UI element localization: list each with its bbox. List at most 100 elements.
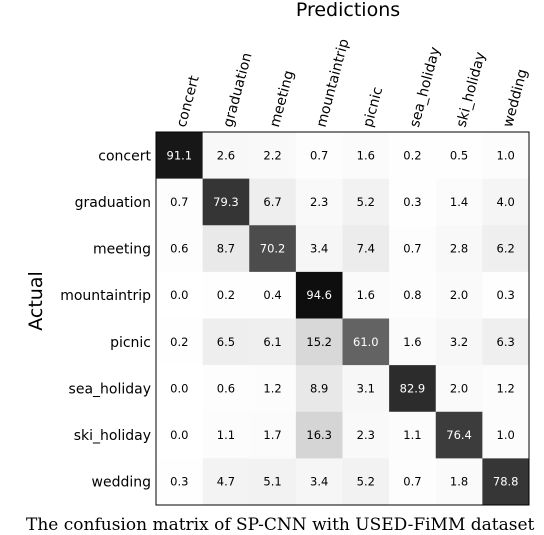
heatmap-cell (342, 271, 390, 319)
heatmap-cell (389, 318, 437, 366)
heatmap-cell (389, 458, 437, 506)
cell-value-label: 1.7 (263, 428, 281, 442)
heatmap-cell (482, 411, 530, 459)
cell-value-label: 1.2 (497, 381, 515, 395)
heatmap-cell (389, 225, 437, 273)
heatmap-cell (295, 225, 343, 273)
column-label: meeting (267, 69, 297, 129)
cell-value-label: 1.6 (403, 335, 421, 349)
cell-value-label: 16.3 (306, 428, 332, 442)
row-label: meeting (93, 242, 151, 258)
heatmap-cell (156, 365, 203, 413)
row-label: wedding (92, 475, 152, 491)
cell-value-label: 3.4 (310, 475, 328, 489)
heatmap-cell (202, 271, 250, 319)
cell-value-label: 4.0 (497, 195, 515, 209)
cell-value-label: 6.1 (263, 335, 281, 349)
cell-value-label: 2.6 (217, 148, 235, 162)
heatmap-cell (389, 132, 437, 179)
heatmap-cell (202, 318, 250, 366)
cell-value-label: 3.1 (357, 381, 375, 395)
cell-value-label: 61.0 (353, 335, 379, 349)
heatmap-cell (202, 411, 250, 459)
heatmap-cell (389, 271, 437, 319)
cell-value-label: 8.7 (217, 242, 235, 256)
heatmap-cell (342, 365, 390, 413)
heatmap-cell (389, 178, 437, 226)
cell-value-label: 94.6 (306, 288, 332, 302)
cell-value-label: 8.9 (310, 381, 328, 395)
cell-value-label: 5.2 (357, 475, 375, 489)
cell-value-label: 6.2 (497, 242, 515, 256)
cell-value-label: 0.3 (170, 475, 188, 489)
heatmap-cell (249, 225, 297, 273)
cell-value-label: 0.4 (263, 288, 281, 302)
cell-value-label: 0.7 (403, 475, 421, 489)
heatmap-cell (156, 411, 203, 459)
cell-value-label: 2.3 (357, 428, 375, 442)
heatmap-cell (435, 365, 483, 413)
heatmap-cell (202, 225, 250, 273)
cell-value-label: 7.4 (357, 242, 375, 256)
heatmap-cell (435, 132, 483, 179)
row-label: mountaintrip (60, 288, 151, 304)
heatmap-cell (249, 178, 297, 226)
heatmap-cell (342, 458, 390, 506)
cell-value-label: 0.7 (170, 195, 188, 209)
heatmap-cell (249, 318, 297, 366)
cell-value-label: 2.0 (450, 381, 468, 395)
cell-value-label: 0.2 (403, 148, 421, 162)
cell-value-label: 0.2 (170, 335, 188, 349)
heatmap-cell (156, 132, 203, 179)
heatmap-cell (249, 271, 297, 319)
chart-title: Predictions (296, 0, 400, 21)
row-labels: concert graduation meeting mountaintrip picn… (60, 148, 151, 490)
heatmap-cell (295, 365, 343, 413)
cell-value-label: 3.2 (450, 335, 468, 349)
cell-value-label: 0.0 (170, 428, 188, 442)
cell-value-label: 1.1 (217, 428, 235, 442)
heatmap-cell (342, 411, 390, 459)
heatmap-cell (482, 318, 530, 366)
cell-value-label: 6.5 (217, 335, 235, 349)
heatmap-cell (435, 271, 483, 319)
column-label: mountaintrip (314, 37, 353, 129)
cell-value-label: 2.2 (263, 148, 281, 162)
heatmap-cell (482, 225, 530, 273)
cell-value-label: 2.8 (450, 242, 468, 256)
cell-value-label: 1.8 (450, 475, 468, 489)
cell-value-label: 1.0 (497, 428, 515, 442)
heatmap-cell (435, 458, 483, 506)
cell-value-label: 0.3 (497, 288, 515, 302)
heatmap-cell (342, 318, 390, 366)
heatmap-cell (435, 178, 483, 226)
matrix-frame (155, 131, 530, 506)
cell-value-label: 2.0 (450, 288, 468, 302)
cell-value-label: 15.2 (306, 335, 332, 349)
row-label: graduation (75, 195, 151, 211)
cell-value-label: 6.7 (263, 195, 281, 209)
heatmap-cell (342, 225, 390, 273)
heatmap-cell (435, 318, 483, 366)
cell-value-label: 0.6 (170, 242, 188, 256)
heatmap-cell (482, 271, 530, 319)
cell-value-label: 6.3 (497, 335, 515, 349)
column-label: picnic (360, 85, 386, 129)
heatmap-cell (156, 318, 203, 366)
column-label: ski_holiday (453, 50, 488, 129)
cell-value-label: 82.9 (400, 381, 426, 395)
heatmap-cell (389, 365, 437, 413)
column-label: graduation (220, 51, 255, 129)
cell-value-label: 3.4 (310, 242, 328, 256)
heatmap-cell (295, 318, 343, 366)
heatmap-cell (482, 458, 530, 506)
column-label: concert (174, 74, 203, 130)
heatmap-cell (156, 458, 203, 506)
cell-value-label: 76.4 (446, 428, 472, 442)
cell-value-label: 1.4 (450, 195, 468, 209)
heatmap-cell (249, 411, 297, 459)
heatmap-cell (202, 132, 250, 179)
heatmap-cell (295, 411, 343, 459)
cell-value-label: 91.1 (167, 148, 193, 162)
